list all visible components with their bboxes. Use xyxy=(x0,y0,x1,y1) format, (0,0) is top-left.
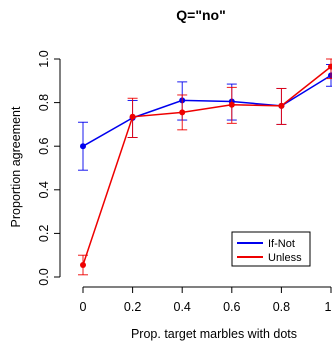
x-tick-label: 1 xyxy=(325,300,332,314)
axes: 0.0 0.2 0.4 0.6 0.8 1.0 0 0.2 0.4 0.6 0.8 1 xyxy=(37,50,332,314)
plot-area xyxy=(78,58,332,276)
x-tick-label: 0.4 xyxy=(174,300,191,314)
x-tick-label: 0.6 xyxy=(223,300,240,314)
y-tick-label: 0.6 xyxy=(37,137,51,154)
series-line xyxy=(82,74,332,147)
legend-box xyxy=(231,231,311,267)
chart-title: Q="no" xyxy=(176,7,225,23)
y-tick-label: 0.2 xyxy=(37,225,51,242)
legend-label: If-Not xyxy=(268,238,295,250)
data-point xyxy=(179,109,186,116)
x-axis-label: Prop. target marbles with dots xyxy=(131,327,297,341)
legend: If-Not Unless xyxy=(231,231,311,267)
series-1 xyxy=(78,63,332,171)
y-tick-label: 0.0 xyxy=(37,268,51,285)
data-point xyxy=(129,113,136,120)
data-point xyxy=(328,63,332,70)
y-tick-label: 0.4 xyxy=(37,181,51,198)
x-tick-label: 0.8 xyxy=(273,300,290,314)
series-line xyxy=(82,66,332,266)
data-point xyxy=(228,101,235,108)
data-point xyxy=(80,143,86,150)
y-axis-label: Proportion agreement xyxy=(9,106,23,227)
y-tick-label: 1.0 xyxy=(37,50,51,67)
y-tick-label: 0.8 xyxy=(37,94,51,111)
data-point xyxy=(80,262,86,269)
legend-label: Unless xyxy=(268,252,302,264)
series-2 xyxy=(78,58,332,276)
x-tick-label: 0.2 xyxy=(124,300,141,314)
data-point xyxy=(278,102,285,109)
x-tick-label: 0 xyxy=(80,300,87,314)
